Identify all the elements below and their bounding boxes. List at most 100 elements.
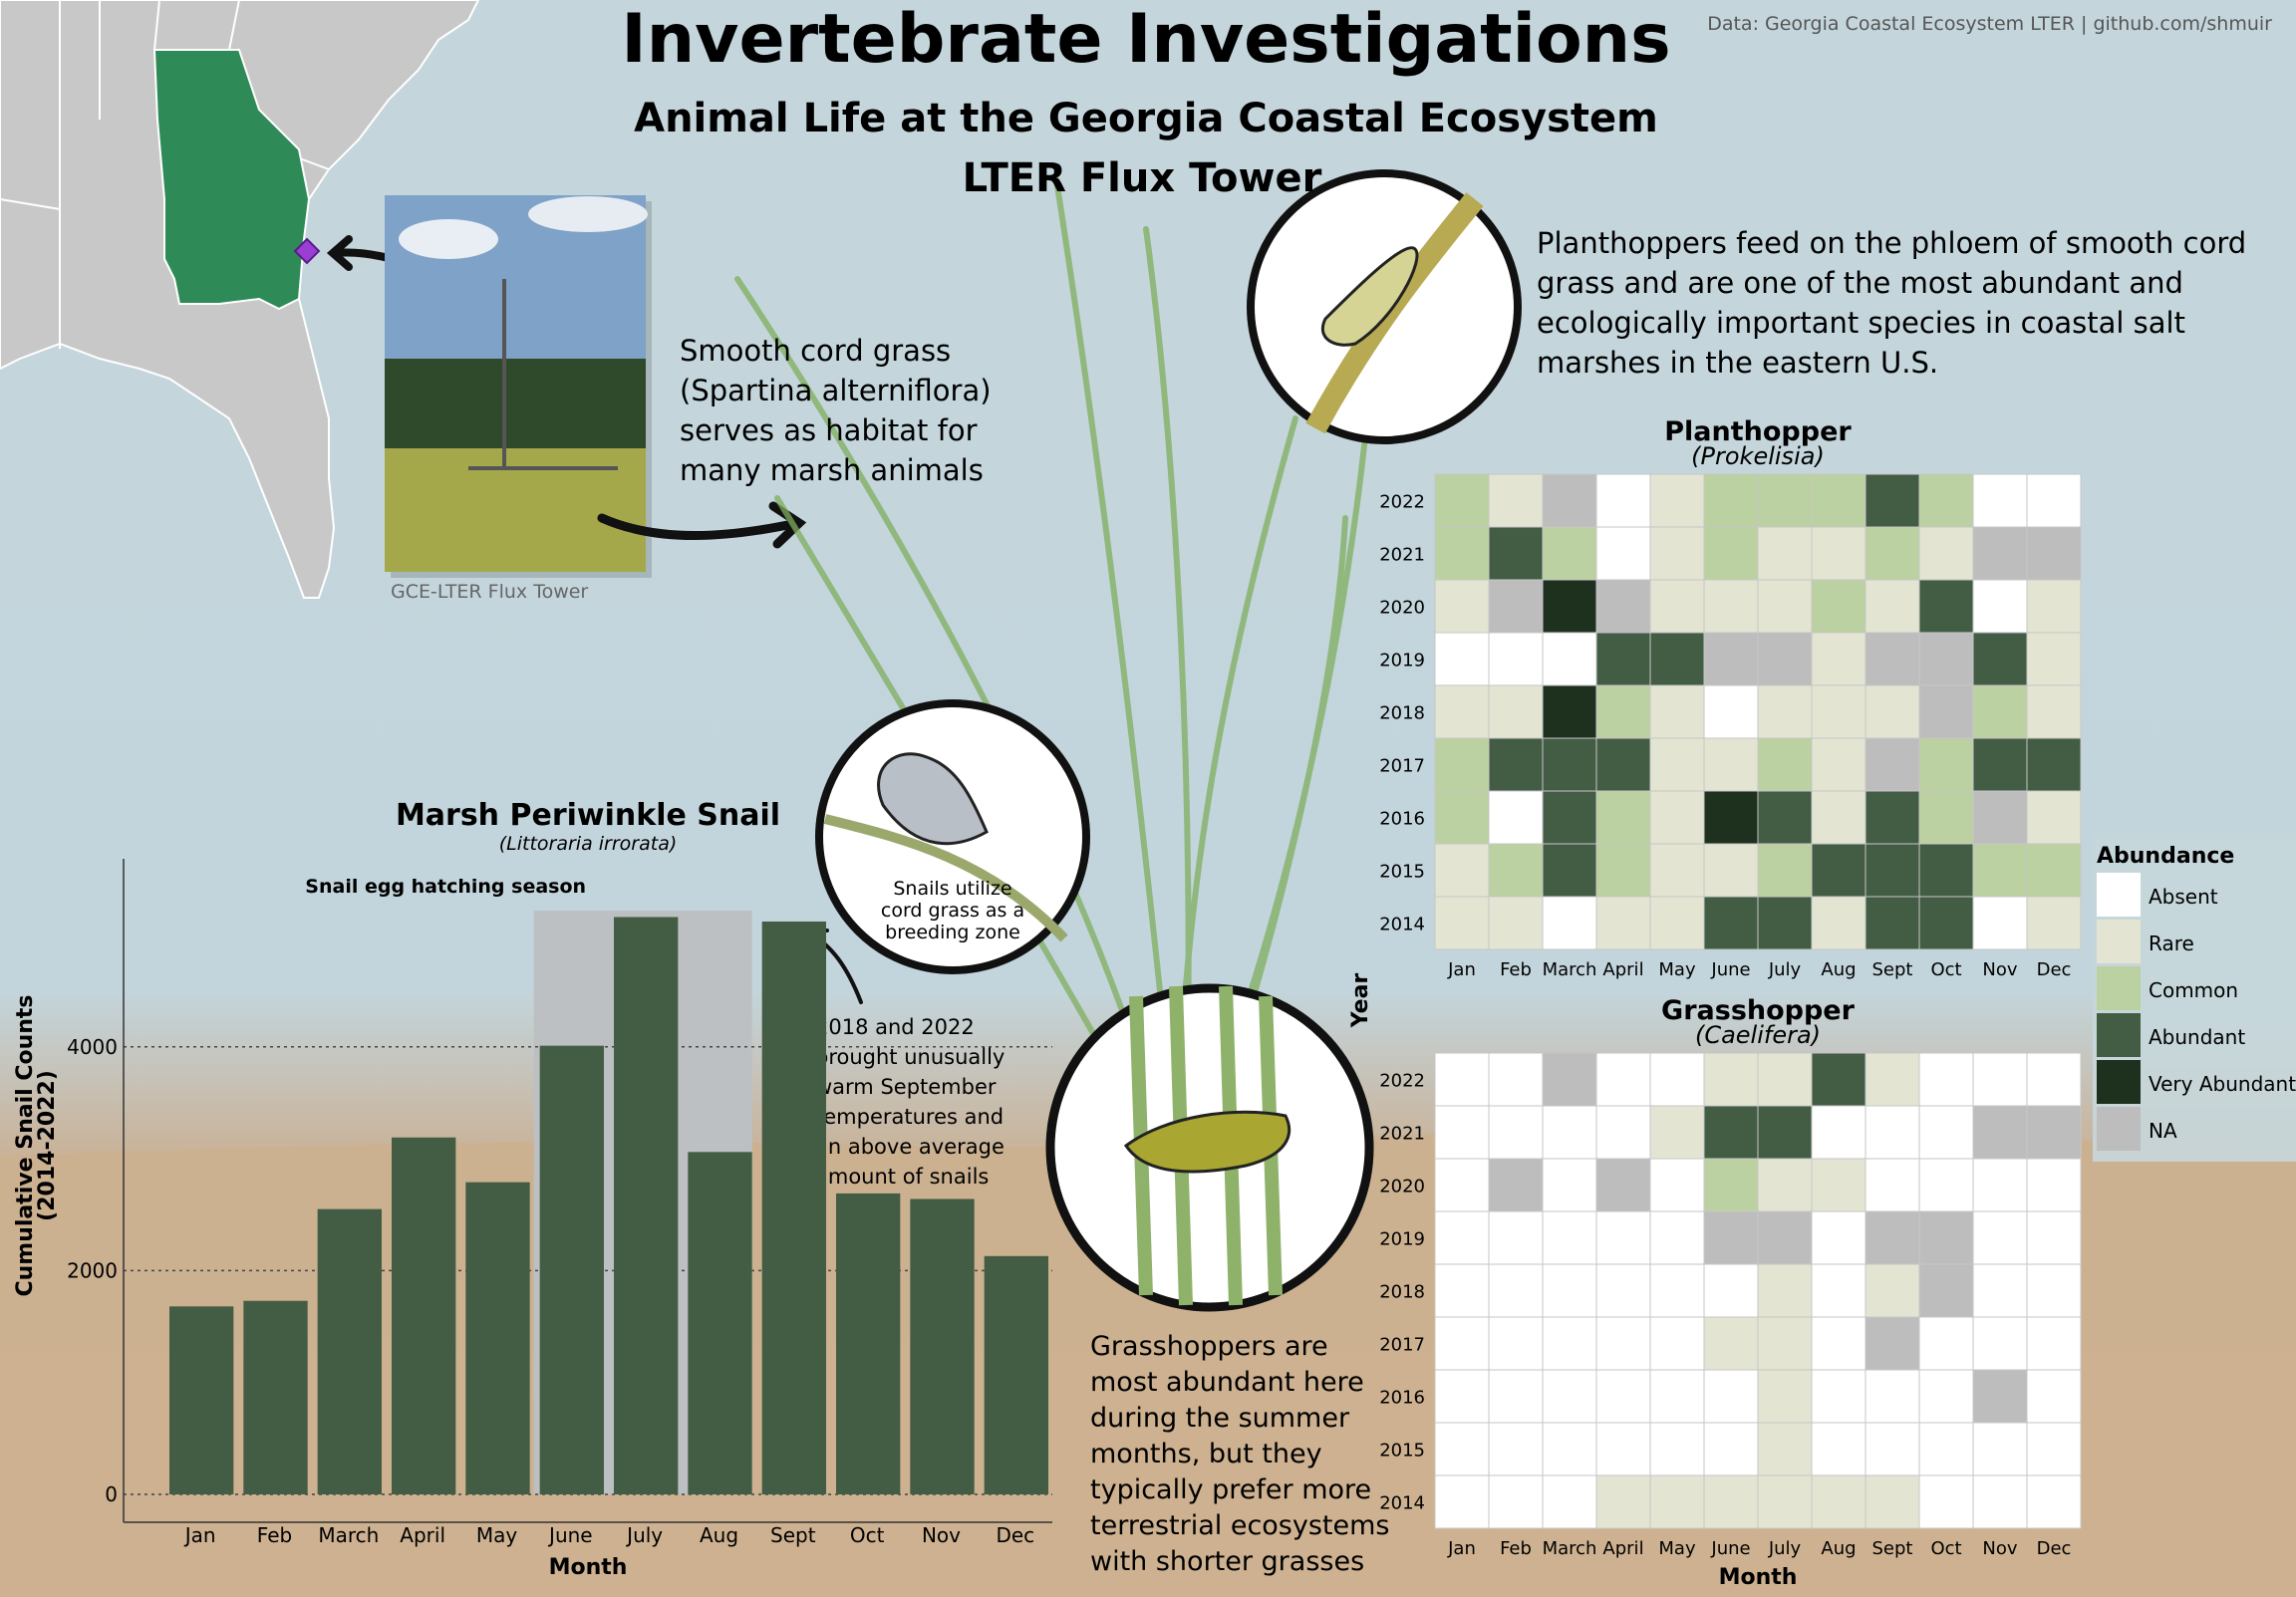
heatmap-cell (1865, 579, 1920, 634)
heatmap-cell (1811, 1052, 1866, 1107)
heatmap-cell (1811, 526, 1866, 581)
heatmap-cell (1649, 473, 1705, 528)
heatmap-cell (1703, 896, 1759, 950)
heatmap-cell (1757, 1316, 1813, 1371)
legend-swatch (2097, 1013, 2141, 1057)
heatmap-cell (1649, 896, 1705, 950)
snail-bar (169, 1306, 234, 1494)
heatmap-cell (1542, 1210, 1597, 1265)
heatmap-cell (1649, 1158, 1705, 1212)
heatmap-year-label: 2015 (1379, 862, 1425, 883)
heatmap-cell (1488, 1210, 1544, 1265)
snail-circle-text-line: breeding zone (885, 922, 1020, 943)
heatmap-cell (1918, 737, 1974, 792)
cordgrass-text: Smooth cord grass (Spartina alterniflora)… (680, 334, 992, 487)
heatmap-cell (1649, 1210, 1705, 1265)
heatmap-cell (1811, 1210, 1866, 1265)
heatmap-cell (1757, 1052, 1813, 1107)
heatmap-cell (1434, 1316, 1490, 1371)
heatmap-cell (1595, 579, 1651, 634)
heatmap-cell (1972, 790, 2028, 845)
heatmap-cell (1865, 843, 1920, 898)
heatmap-cell (1972, 632, 2028, 686)
snail-bar (836, 1193, 901, 1494)
heatmap-year-label: 2021 (1379, 545, 1425, 566)
heatmap-cell (1649, 1474, 1705, 1529)
heatmap-cell (1865, 526, 1920, 581)
heatmap-cell (1703, 843, 1759, 898)
heatmap-cell (1918, 896, 1974, 950)
heatmap-cell (1811, 1105, 1866, 1160)
heatmap-cell (1972, 684, 2028, 739)
heatmap-cell (2026, 1052, 2082, 1107)
x-tick-label: Sept (770, 1523, 816, 1547)
heatmap-cell (1703, 1422, 1759, 1476)
legend-title: Abundance (2097, 844, 2234, 869)
heatmap-year-label: 2022 (1379, 1071, 1425, 1092)
heatmap-year-label: 2018 (1379, 703, 1425, 724)
heatmap-cell (1757, 1158, 1813, 1212)
heatmap-cell (1649, 737, 1705, 792)
legend-swatch (2097, 1060, 2141, 1104)
heatmap-cell (1918, 790, 1974, 845)
heatmap-cell (1865, 737, 1920, 792)
snail-circle-text-line: cord grass as a (881, 900, 1024, 922)
heatmap-cell (1488, 1369, 1544, 1424)
legend-label: Rare (2149, 932, 2194, 955)
heatmap-cell (1595, 526, 1651, 581)
grasshopper-text-line: months, but they (1090, 1439, 1322, 1469)
planthopper-text-line: marshes in the eastern U.S. (1537, 346, 1938, 380)
snail-bar (392, 1137, 456, 1494)
heatmap-cell (1434, 473, 1490, 528)
heatmap-year-label: 2017 (1379, 756, 1425, 777)
heatmap-cell (1811, 843, 1866, 898)
heatmap-cell (1811, 1422, 1866, 1476)
legend-label: Abundant (2149, 1025, 2245, 1049)
heatmap-cell (1757, 1263, 1813, 1318)
heatmap-subtitle: (Caelifera) (1695, 1021, 1821, 1049)
heatmap-title: Grasshopper (1661, 995, 1856, 1026)
snail-bar (317, 1208, 382, 1494)
heatmap-cell (1434, 632, 1490, 686)
heatmap-cell (1595, 1105, 1651, 1160)
snail-circle-text-line: Snails utilize (893, 878, 1011, 900)
heatmap-year-label: 2015 (1379, 1441, 1425, 1462)
planthopper-heatmap: 2022 2021 2020 2019 2018 2017 2016 2015 2014 Jan F… (1348, 416, 2082, 1029)
snail-bar-chart: Snail egg hatching season 0 2000 4000 Jan Feb… (13, 798, 1052, 1580)
snail-leaf (823, 814, 1068, 942)
snail-note-text-line: warm September (815, 1075, 997, 1099)
heatmap-y-axis-title: Year (1348, 973, 1373, 1029)
heatmap-cell (1595, 1422, 1651, 1476)
heatmap-cell (2026, 896, 2082, 950)
heatmap-cell (1434, 1052, 1490, 1107)
heatmap-cell (1542, 473, 1597, 528)
heatmap-cell (1649, 684, 1705, 739)
heatmap-cell (1811, 1316, 1866, 1371)
heatmap-cell (2026, 632, 2082, 686)
heatmap-cell (1488, 1105, 1544, 1160)
heatmap-cell (1703, 1474, 1759, 1529)
heatmap-cell (1865, 632, 1920, 686)
heatmap-cell (1595, 1052, 1651, 1107)
heatmap-month-label: Aug (1821, 1538, 1856, 1559)
heatmap-cell (1488, 1052, 1544, 1107)
snail-note-text-line: 2018 and 2022 (815, 1015, 975, 1039)
heatmap-cell (1434, 1210, 1490, 1265)
heatmap-month-label: Feb (1500, 959, 1532, 980)
planthopper-text-line: Planthoppers feed on the phloem of smoot… (1537, 226, 2246, 260)
heatmap-cell (1865, 473, 1920, 528)
x-tick-label: March (318, 1523, 379, 1547)
heatmap-cell (1542, 896, 1597, 950)
heatmap-cell (2026, 1263, 2082, 1318)
snail-y-axis-title: (2014-2022) (35, 1070, 60, 1221)
heatmap-cell (1918, 579, 1974, 634)
heatmap-month-label: March (1543, 1538, 1597, 1559)
heatmap-cell (1757, 790, 1813, 845)
heatmap-cell (1488, 1316, 1544, 1371)
heatmap-cell (1918, 526, 1974, 581)
heatmap-cell (1488, 790, 1544, 845)
heatmap-month-label: Jan (1447, 1538, 1476, 1559)
heatmap-year-label: 2020 (1379, 1177, 1425, 1198)
heatmap-cell (1703, 790, 1759, 845)
